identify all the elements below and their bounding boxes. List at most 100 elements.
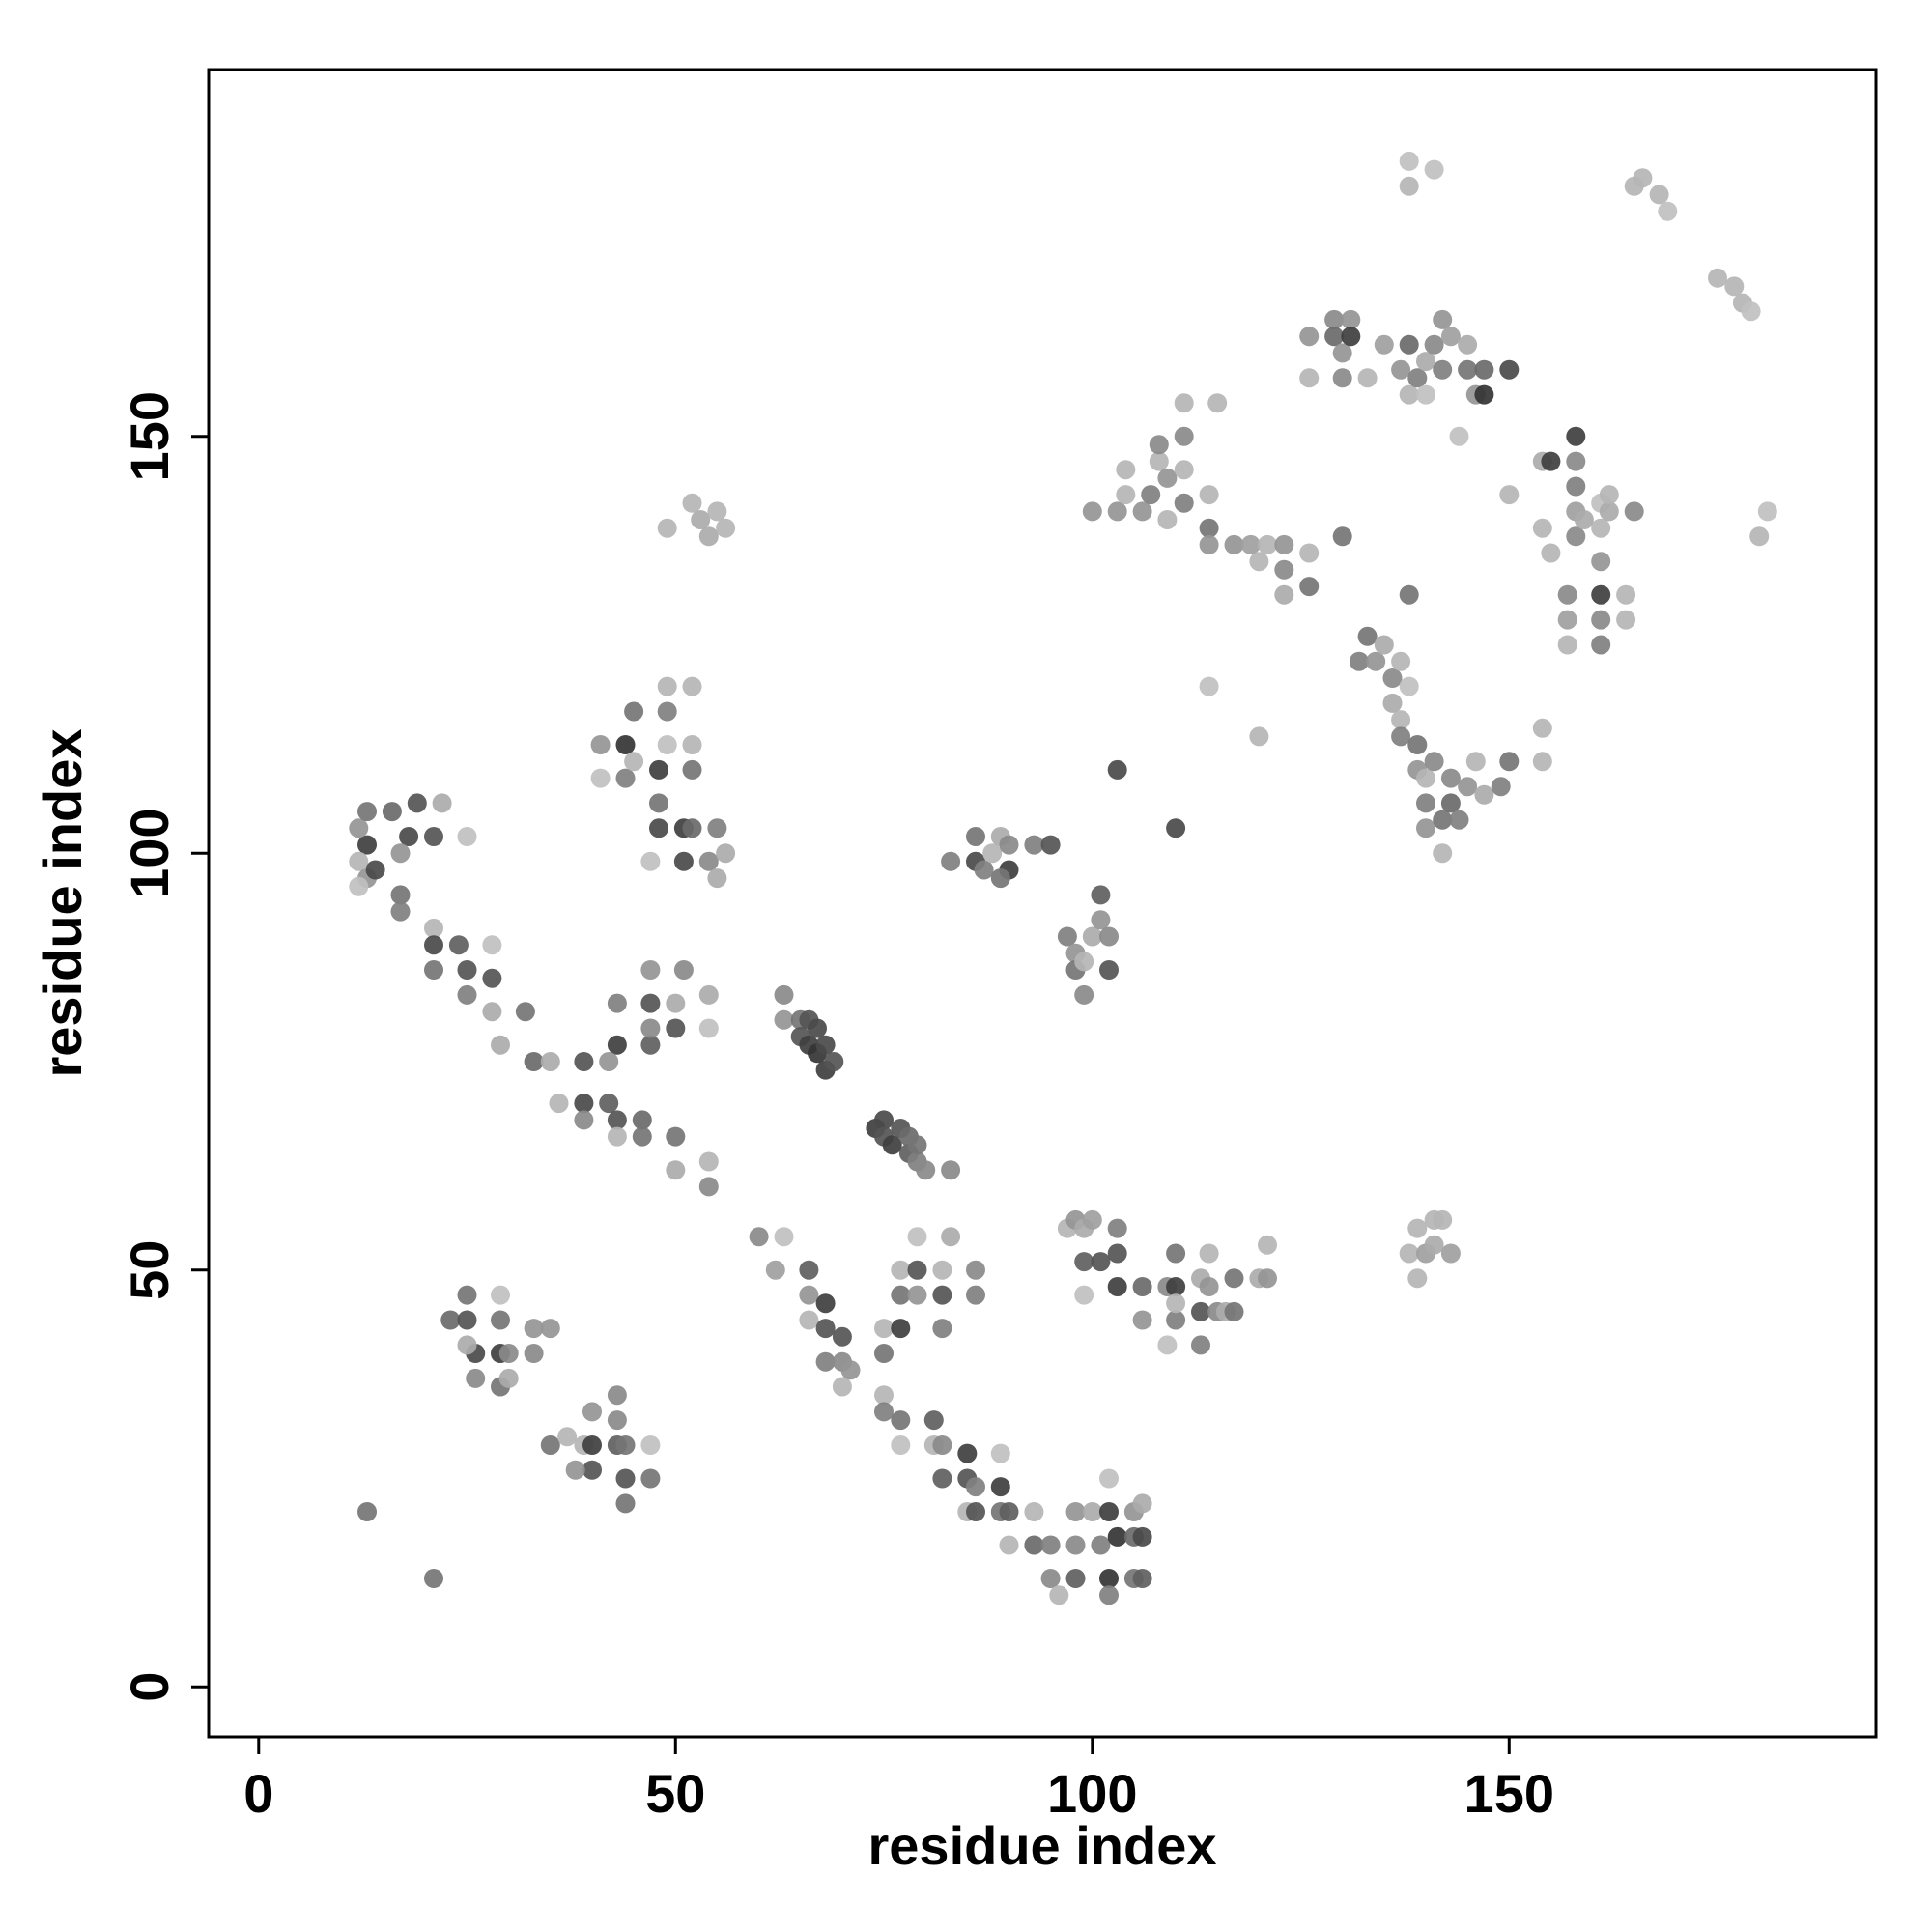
data-point (707, 818, 727, 838)
points-layer (349, 151, 1777, 1605)
data-point (1566, 526, 1586, 547)
data-point (1191, 1301, 1210, 1321)
data-point (1382, 693, 1403, 713)
data-point (682, 735, 702, 754)
data-point (1399, 584, 1419, 605)
data-point (590, 768, 611, 788)
data-point (882, 1135, 902, 1155)
data-point (599, 1052, 619, 1071)
data-point (698, 526, 719, 547)
x-axis: 0 50 100 150 (243, 1737, 1554, 1824)
data-point (1224, 534, 1244, 554)
data-point (1107, 759, 1127, 780)
x-axis-title: residue index (867, 1815, 1216, 1876)
data-point (707, 868, 727, 889)
data-point (1149, 435, 1169, 455)
data-point (1040, 835, 1061, 855)
data-point (657, 735, 677, 754)
data-point (1174, 426, 1194, 446)
data-point (1299, 368, 1320, 388)
data-point (540, 1435, 560, 1455)
data-point (1532, 518, 1552, 538)
data-point (1433, 843, 1453, 864)
data-point (498, 1368, 519, 1388)
data-point (932, 1435, 952, 1455)
data-point (382, 802, 402, 822)
data-point (1382, 668, 1403, 688)
data-point (932, 1285, 952, 1305)
data-point (1040, 1535, 1061, 1555)
data-point (799, 1285, 819, 1305)
data-point (1416, 818, 1435, 838)
data-point (990, 1443, 1010, 1463)
data-point (1591, 584, 1611, 605)
data-point (457, 1285, 477, 1305)
data-point (640, 1468, 661, 1489)
data-point (1399, 151, 1419, 171)
data-point (1557, 610, 1577, 630)
data-point (1416, 793, 1435, 813)
data-point (1374, 635, 1394, 655)
data-point (682, 759, 702, 780)
data-point (1574, 510, 1594, 529)
data-point (457, 1335, 477, 1355)
data-point (1591, 518, 1611, 538)
data-point (1399, 1243, 1419, 1264)
data-point (1357, 626, 1378, 646)
data-point (1324, 309, 1345, 329)
data-point (716, 518, 736, 538)
data-point (1274, 584, 1294, 605)
data-point (1224, 1301, 1244, 1321)
data-point (666, 1018, 686, 1038)
data-point (966, 1285, 985, 1305)
data-point (607, 1035, 627, 1055)
data-point (707, 501, 727, 522)
data-point (1107, 501, 1127, 522)
data-point (815, 1293, 836, 1314)
data-point (1166, 818, 1186, 838)
data-point (457, 1310, 477, 1330)
data-point (607, 1410, 627, 1431)
data-point (1141, 485, 1161, 505)
data-point (457, 827, 477, 846)
data-point (1249, 552, 1269, 572)
data-point (1258, 1235, 1277, 1255)
data-point (1591, 635, 1611, 655)
data-point (640, 851, 661, 871)
data-point (1532, 752, 1552, 772)
data-point (574, 1094, 594, 1114)
data-point (1557, 584, 1577, 605)
data-point (1433, 810, 1453, 830)
data-point (1407, 368, 1428, 388)
data-point (698, 851, 719, 871)
data-point (1474, 784, 1494, 805)
data-point (1399, 176, 1419, 196)
data-point (765, 1260, 785, 1280)
data-point (1332, 368, 1352, 388)
y-axis: 0 50 100 150 (119, 391, 209, 1702)
data-point (1074, 984, 1094, 1005)
data-point (1166, 1293, 1186, 1314)
data-point (1274, 534, 1294, 554)
data-point (1749, 526, 1770, 547)
data-point (1391, 359, 1411, 380)
data-point (799, 1260, 819, 1280)
data-point (1440, 1243, 1461, 1264)
data-point (999, 1535, 1019, 1555)
data-point (932, 1260, 952, 1280)
data-point (1157, 468, 1178, 488)
data-point (491, 1285, 510, 1305)
data-point (1249, 726, 1269, 747)
data-point (907, 1227, 927, 1247)
data-point (1107, 1243, 1127, 1264)
data-point (1341, 327, 1361, 347)
data-point (907, 1285, 927, 1305)
data-point (1499, 359, 1520, 380)
plot-frame (207, 68, 1878, 1739)
data-point (565, 1460, 585, 1480)
data-point (1532, 718, 1552, 738)
data-point (666, 1160, 686, 1180)
data-point (698, 1177, 719, 1197)
data-point (1091, 910, 1111, 930)
data-point (1566, 426, 1586, 446)
